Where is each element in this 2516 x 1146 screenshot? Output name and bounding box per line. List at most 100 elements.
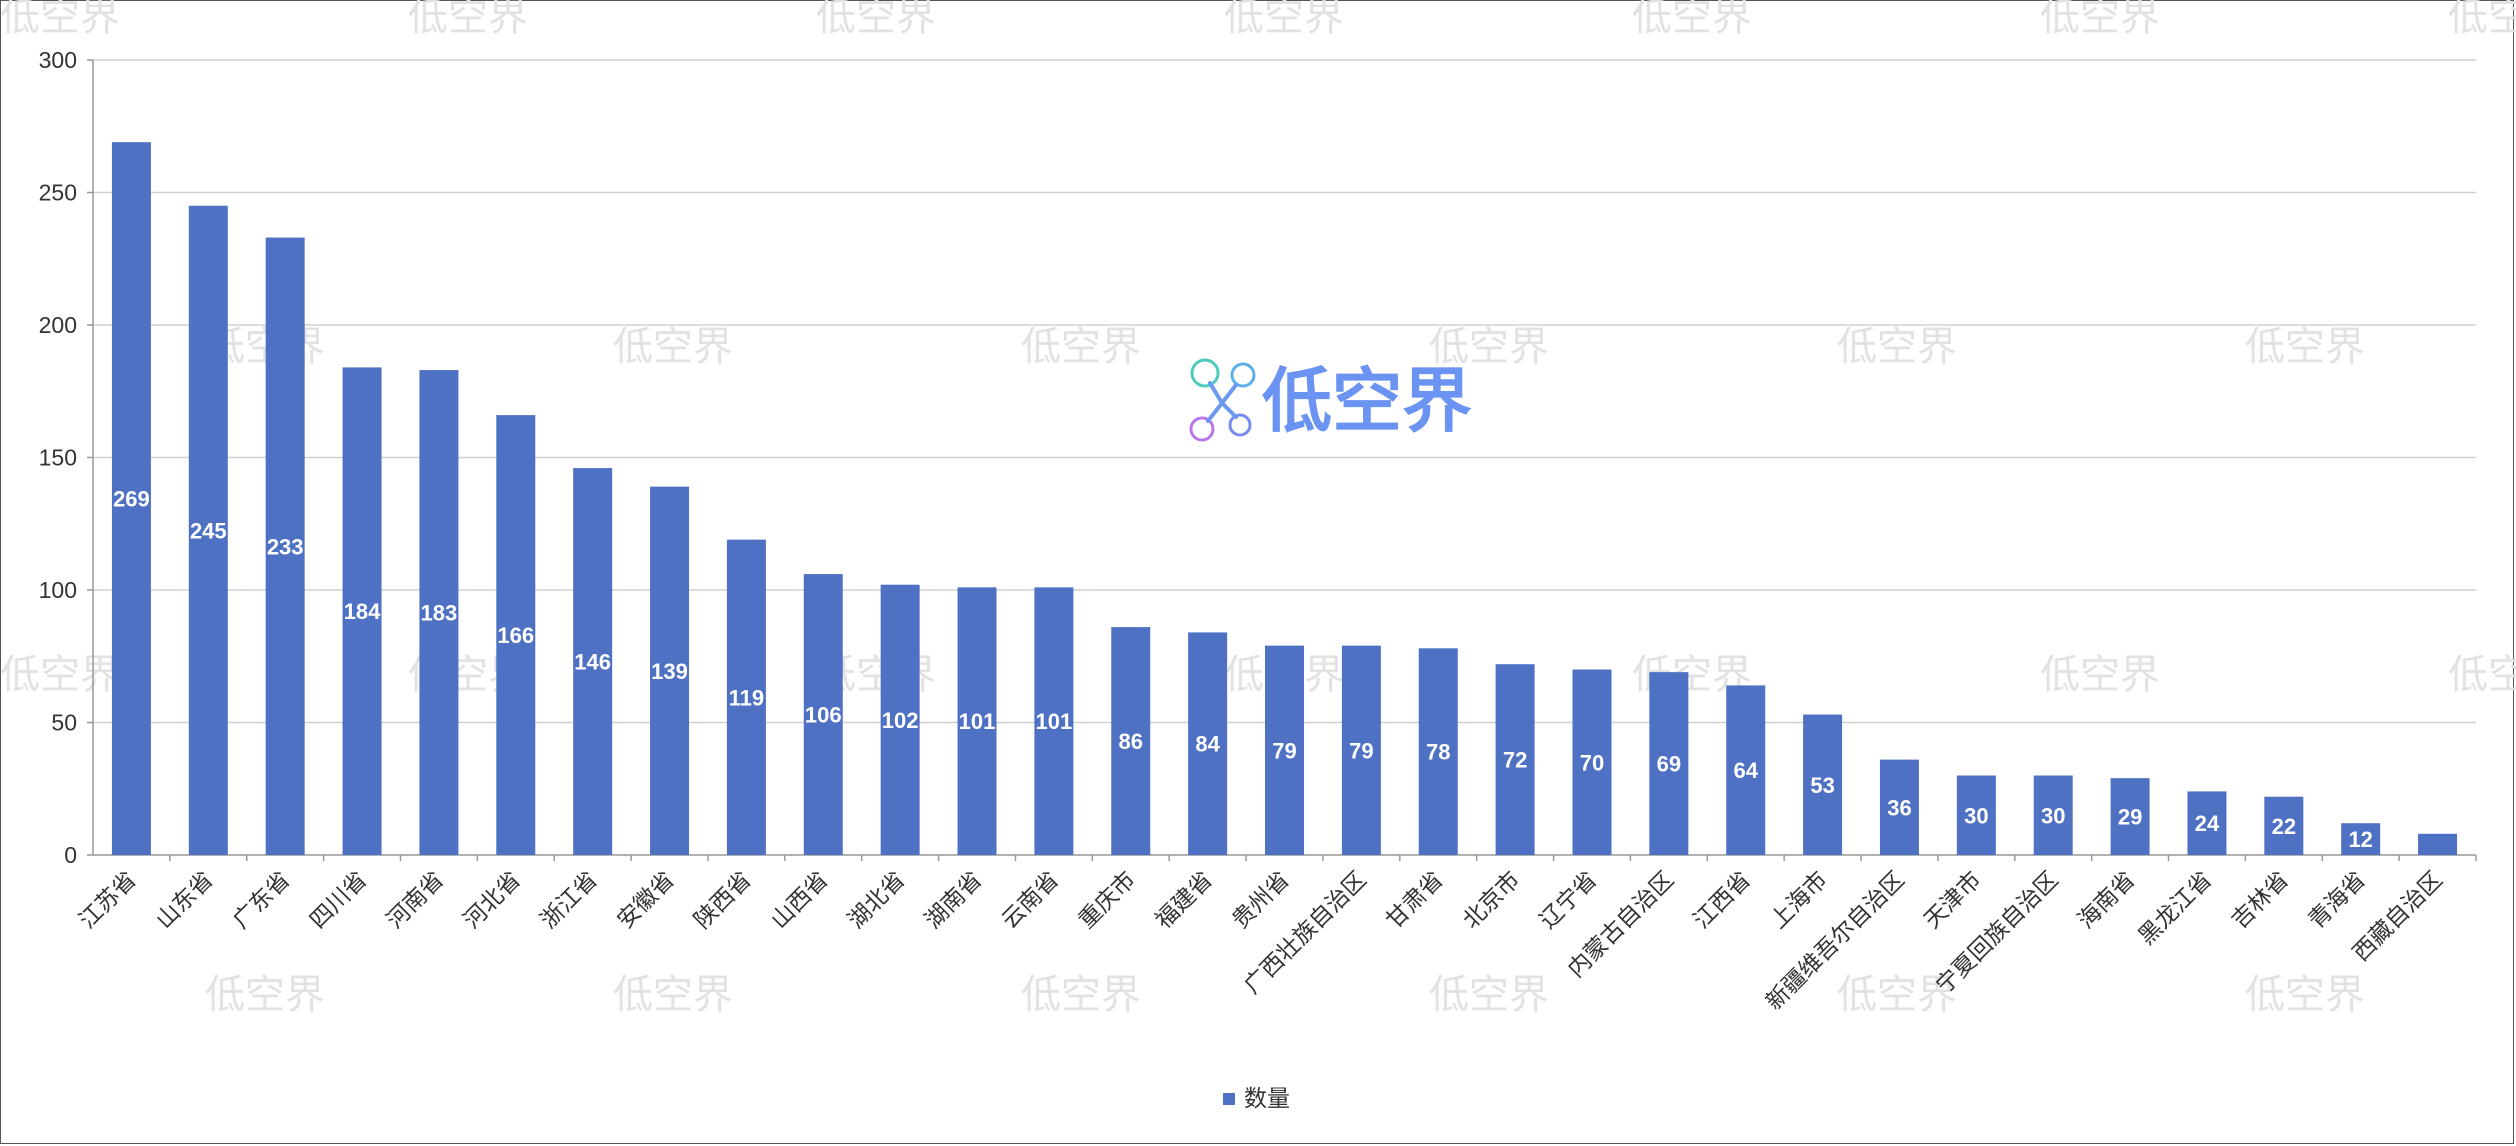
watermark-text: 低空界: [1224, 0, 1344, 40]
bar: [1418, 648, 1458, 855]
data-label: 101: [959, 709, 996, 734]
bar: [111, 142, 151, 855]
data-label: 84: [1195, 732, 1220, 757]
watermark-text: 低空界: [1021, 324, 1141, 370]
bar: [957, 587, 997, 855]
data-label: 245: [190, 518, 227, 543]
bar: [342, 367, 382, 855]
x-tick-label: 重庆市: [1074, 867, 1141, 934]
watermark-text: 低空界: [816, 0, 936, 40]
x-tick-label: 天津市: [1919, 867, 1986, 934]
data-label: 70: [1580, 750, 1604, 775]
data-label: 22: [2272, 814, 2296, 839]
y-tick-label: 200: [39, 312, 77, 338]
y-tick-label: 300: [39, 47, 77, 73]
x-tick-label: 安徽省: [613, 867, 680, 934]
bar: [1649, 672, 1689, 855]
bar: [1572, 669, 1612, 855]
data-label: 233: [267, 534, 304, 559]
x-tick-label: 北京市: [1458, 867, 1525, 934]
bar: [496, 415, 536, 855]
logo-text: 低空界: [1262, 360, 1472, 442]
watermark-text: 低空界: [1429, 324, 1549, 370]
data-label: 102: [882, 708, 919, 733]
rotor-circle: [1230, 362, 1256, 388]
bar: [2033, 775, 2073, 855]
x-tick-label: 甘肃省: [1381, 867, 1448, 934]
data-label: 24: [2195, 811, 2220, 836]
x-tick-label: 黑龙江省: [2134, 867, 2217, 950]
data-label: 269: [113, 487, 150, 512]
bar: [265, 237, 305, 856]
data-label: 106: [805, 703, 842, 728]
x-tick-label: 山西省: [766, 867, 833, 934]
x-tick-label: 湖南省: [920, 867, 987, 934]
drone-frame: [1206, 381, 1238, 423]
bar: [1726, 685, 1766, 855]
x-tick-label: 贵州省: [1228, 867, 1295, 934]
watermark-text: 低空界: [1837, 324, 1957, 370]
data-label: 146: [574, 650, 611, 675]
watermark-text: 低空界: [1021, 972, 1141, 1018]
bar: [188, 205, 228, 855]
watermark-text: 低空界: [1429, 972, 1549, 1018]
watermark-text: 低空界: [2040, 0, 2160, 40]
x-tick-label: 陕西省: [689, 867, 756, 934]
bar: [2264, 796, 2304, 855]
bar: [419, 370, 459, 855]
rotor-circle: [1189, 416, 1215, 442]
x-tick-label: 江苏省: [75, 867, 142, 934]
bar: [726, 539, 766, 855]
data-label: 139: [651, 659, 688, 684]
watermark-text: 低空界: [2245, 972, 2365, 1018]
data-label: 30: [2041, 803, 2065, 828]
bar: [2110, 778, 2150, 855]
bar: [1495, 664, 1535, 855]
x-tick-label: 湖北省: [843, 867, 910, 934]
data-label: 119: [729, 685, 765, 710]
y-tick-label: 100: [39, 577, 77, 603]
data-label: 69: [1657, 752, 1681, 777]
legend-swatch: [1223, 1093, 1235, 1105]
x-tick-label: 海南省: [2073, 867, 2140, 934]
data-label: 78: [1426, 740, 1450, 765]
watermark-text: 低空界: [1837, 972, 1957, 1018]
data-label: 72: [1503, 748, 1527, 773]
data-label: 183: [421, 601, 458, 626]
data-label: 166: [497, 623, 534, 648]
data-label: 12: [2348, 827, 2372, 852]
data-label: 30: [1964, 803, 1988, 828]
watermark-text: 低空界: [408, 0, 528, 40]
data-label: 86: [1119, 729, 1143, 754]
y-tick-label: 50: [51, 710, 77, 736]
watermark-text: 低空界: [0, 652, 120, 698]
x-tick-label: 浙江省: [536, 867, 603, 934]
rotor-circle: [1228, 413, 1252, 437]
x-tick-label: 上海市: [1766, 867, 1833, 934]
x-tick-label: 福建省: [1151, 867, 1218, 934]
watermark-text: 低空界: [2245, 324, 2365, 370]
data-label: 101: [1036, 709, 1073, 734]
x-tick-label: 辽宁省: [1535, 867, 1602, 934]
bar: [2187, 791, 2227, 855]
data-label: 79: [1272, 738, 1296, 763]
bar: [1188, 632, 1228, 855]
bar: [1265, 645, 1304, 855]
bar: [1341, 645, 1381, 855]
legend[interactable]: 数量: [1223, 1086, 1290, 1112]
y-tick-label: 0: [64, 842, 77, 868]
data-label: 36: [1887, 795, 1911, 820]
bar: [650, 486, 690, 855]
bar: [1956, 775, 1996, 855]
bar: [803, 574, 843, 855]
data-label: 29: [2118, 805, 2142, 830]
x-tick-label: 江西省: [1689, 867, 1756, 934]
bar: [1803, 714, 1843, 855]
y-axis-ticks: 0 50 100 150 200 250 300: [39, 47, 77, 868]
drone-logo-icon: 低空界: [1189, 358, 1472, 442]
data-label: 184: [344, 599, 381, 624]
x-tick-label: 吉林省: [2227, 867, 2294, 934]
watermark-text: 低空界: [2448, 0, 2516, 40]
